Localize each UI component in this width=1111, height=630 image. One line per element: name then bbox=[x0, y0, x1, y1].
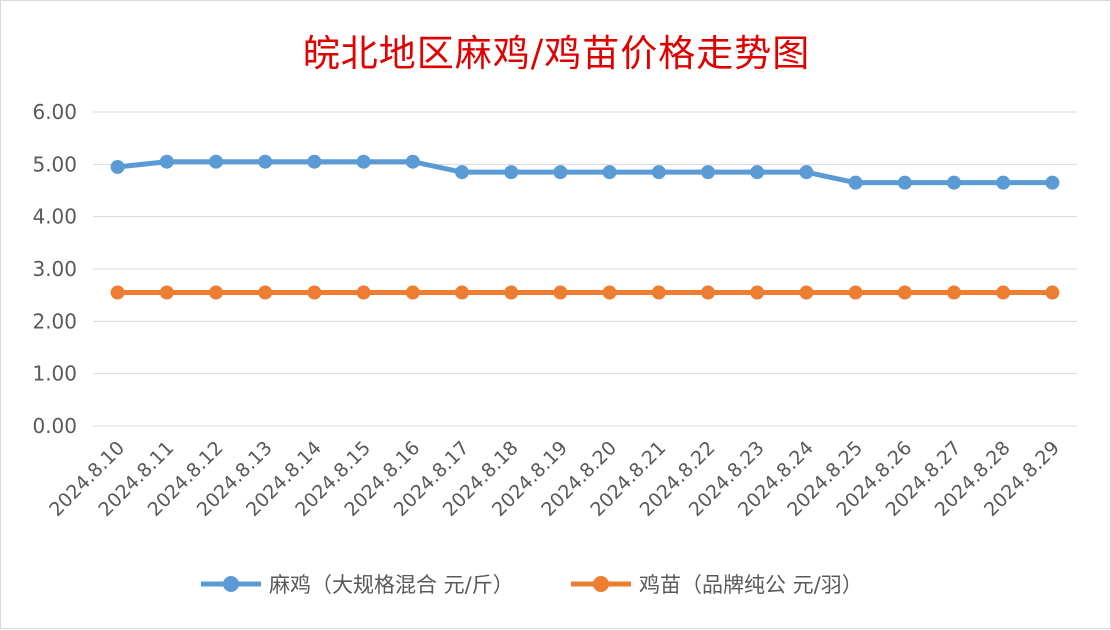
data-point bbox=[209, 285, 223, 300]
data-point bbox=[504, 165, 519, 180]
y-axis-ticks: 0.00 1.00 2.00 3.00 4.00 5.00 6.00 bbox=[32, 100, 77, 438]
legend: 麻鸡（大规格混合 元/斤） 鸡苗（品牌纯公 元/羽） bbox=[201, 573, 863, 597]
series-1 bbox=[110, 285, 1060, 300]
data-point bbox=[799, 285, 814, 300]
data-point bbox=[750, 285, 765, 300]
data-point bbox=[307, 154, 322, 169]
data-point bbox=[356, 154, 371, 169]
data-point bbox=[405, 285, 420, 300]
y-tick-label: 4.00 bbox=[32, 205, 77, 229]
data-point bbox=[356, 285, 371, 300]
data-point bbox=[110, 159, 125, 174]
data-point bbox=[553, 285, 568, 300]
data-point bbox=[602, 165, 617, 180]
data-point bbox=[455, 165, 469, 180]
legend-item-0: 麻鸡（大规格混合 元/斤） bbox=[201, 573, 514, 597]
data-point bbox=[455, 285, 469, 300]
data-point bbox=[258, 154, 273, 169]
y-tick-label: 0.00 bbox=[32, 414, 77, 438]
gridlines bbox=[93, 111, 1077, 427]
data-point bbox=[701, 165, 715, 180]
legend-marker bbox=[223, 576, 239, 592]
data-point bbox=[750, 165, 765, 180]
y-tick-label: 6.00 bbox=[32, 100, 77, 124]
data-point bbox=[651, 285, 666, 300]
data-point bbox=[799, 165, 814, 180]
data-point bbox=[159, 285, 174, 300]
legend-marker bbox=[593, 576, 609, 592]
data-point bbox=[307, 285, 322, 300]
series-0 bbox=[110, 154, 1060, 190]
data-point bbox=[651, 165, 666, 180]
data-point bbox=[848, 175, 863, 190]
data-point bbox=[110, 285, 125, 300]
legend-label: 鸡苗（品牌纯公 元/羽） bbox=[639, 573, 863, 597]
data-point bbox=[897, 175, 912, 190]
data-point bbox=[258, 285, 273, 300]
data-point bbox=[159, 154, 174, 169]
data-point bbox=[996, 175, 1011, 190]
series-line bbox=[115, 159, 1055, 186]
data-point bbox=[947, 285, 961, 300]
data-point bbox=[602, 285, 617, 300]
data-point bbox=[209, 154, 223, 169]
x-axis-ticks: 2024.8.102024.8.112024.8.122024.8.132024… bbox=[45, 437, 1064, 521]
data-point bbox=[996, 285, 1011, 300]
legend-item-1: 鸡苗（品牌纯公 元/羽） bbox=[571, 573, 863, 597]
y-tick-label: 2.00 bbox=[32, 309, 77, 333]
data-point bbox=[1045, 175, 1060, 190]
legend-label: 麻鸡（大规格混合 元/斤） bbox=[269, 573, 514, 597]
data-point bbox=[897, 285, 912, 300]
data-point bbox=[848, 285, 863, 300]
data-point bbox=[1045, 285, 1060, 300]
y-tick-label: 1.00 bbox=[32, 362, 77, 386]
data-point bbox=[405, 154, 420, 169]
y-tick-label: 3.00 bbox=[32, 257, 77, 281]
chart-title: 皖北地区麻鸡/鸡苗价格走势图 bbox=[302, 32, 811, 75]
data-point bbox=[504, 285, 519, 300]
data-point bbox=[553, 165, 568, 180]
y-tick-label: 5.00 bbox=[32, 152, 77, 176]
data-point bbox=[701, 285, 715, 300]
data-point bbox=[947, 175, 961, 190]
series bbox=[110, 154, 1060, 300]
